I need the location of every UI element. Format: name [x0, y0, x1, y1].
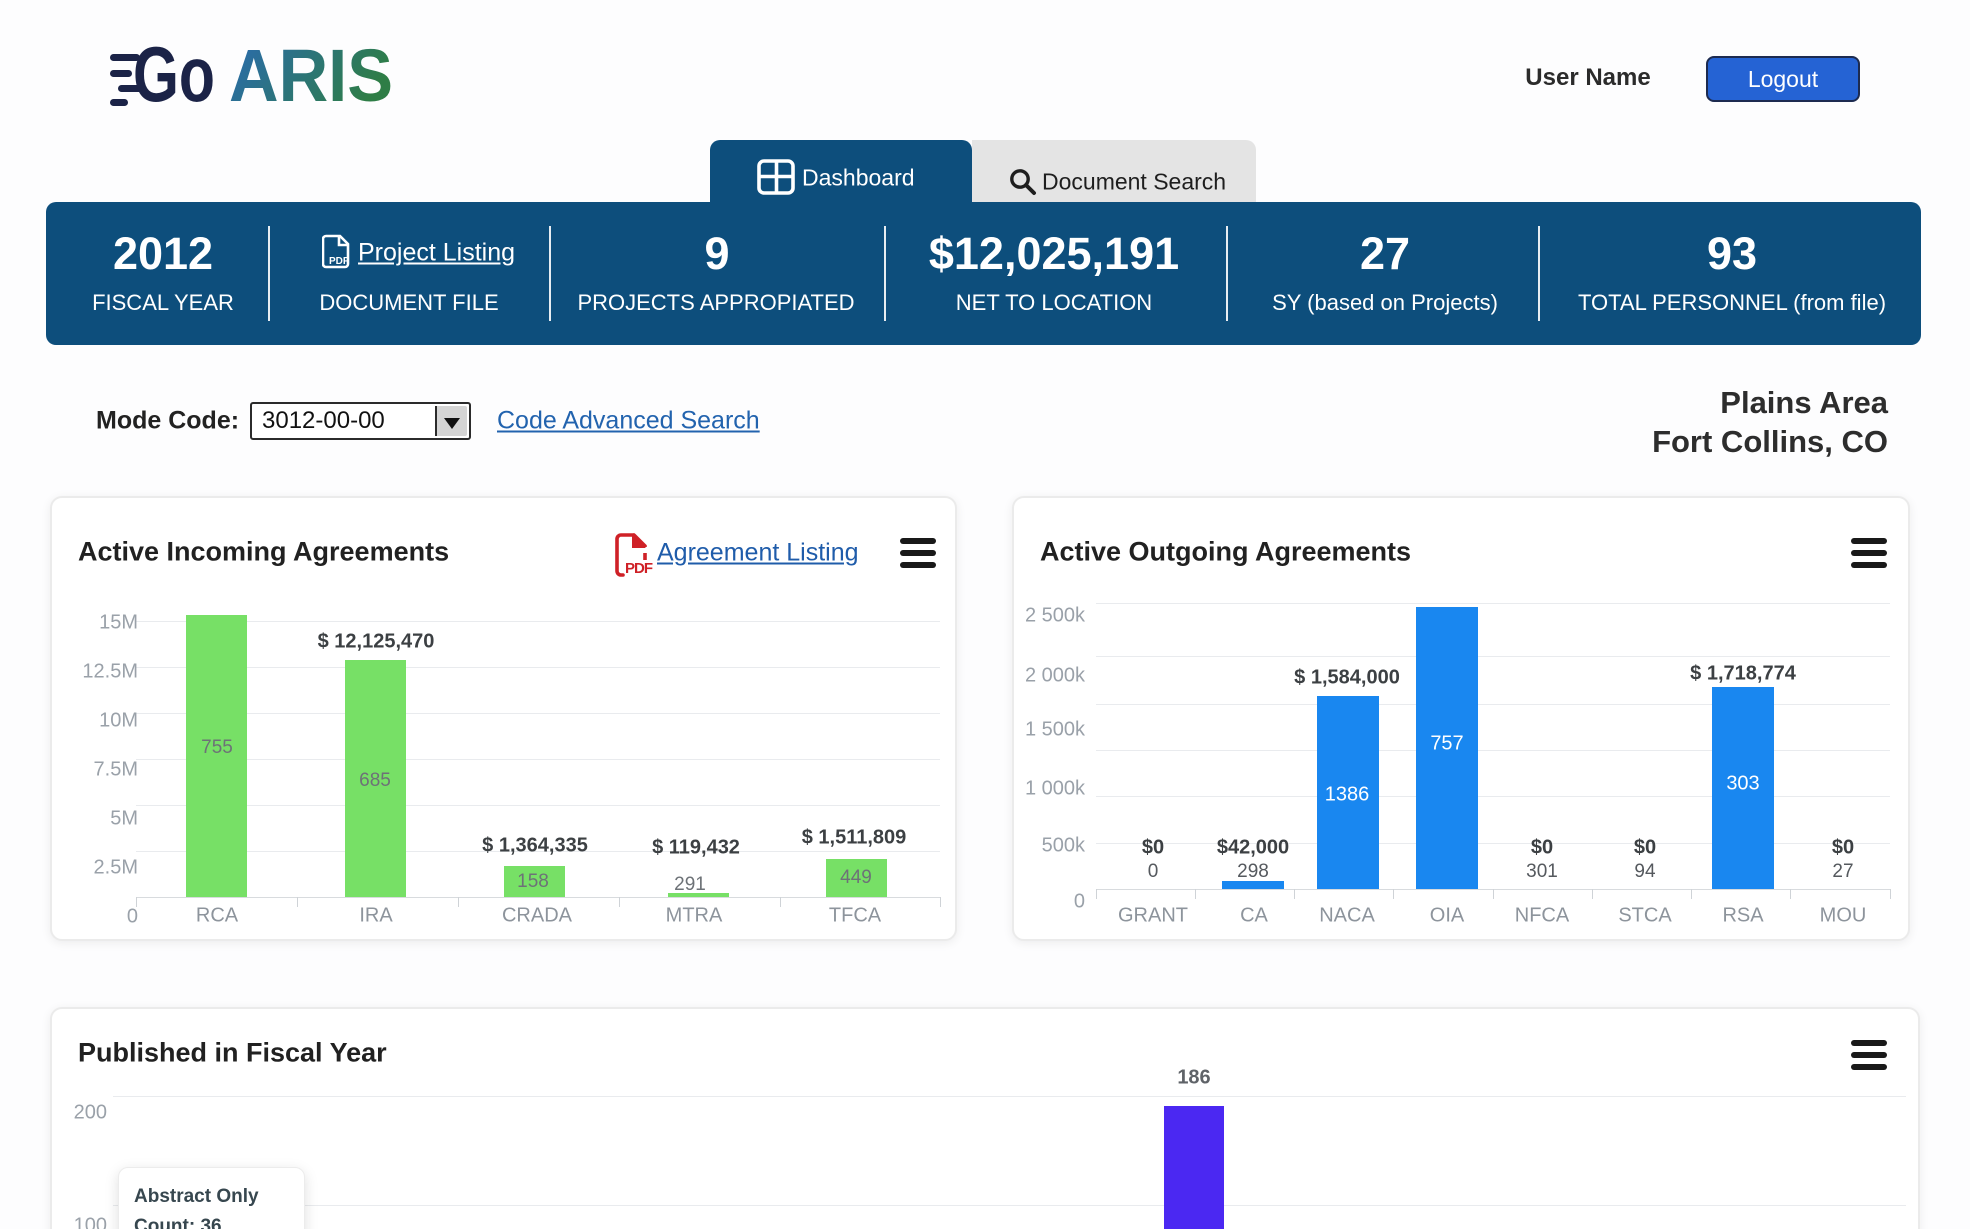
svg-text:ARIS: ARIS — [229, 34, 393, 112]
svg-text:PDF: PDF — [329, 256, 349, 267]
svg-text:Go: Go — [133, 30, 215, 112]
svg-text:PDF: PDF — [625, 560, 653, 577]
